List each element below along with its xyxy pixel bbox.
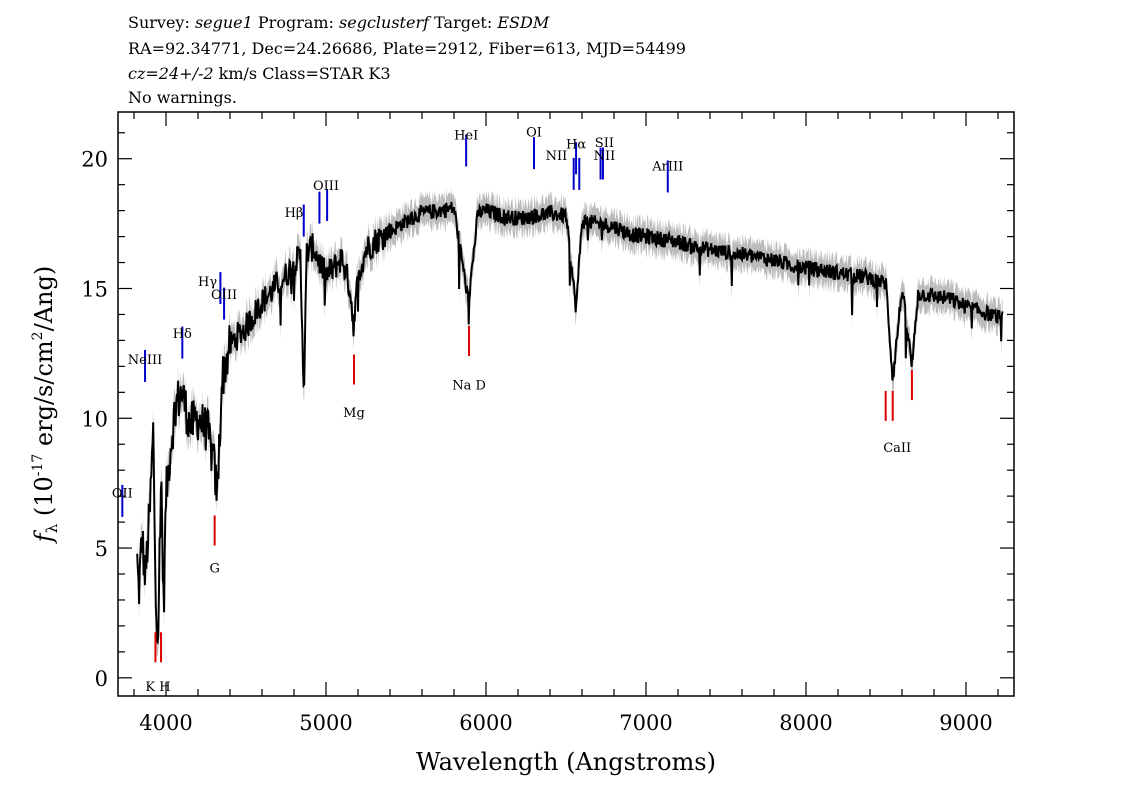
absorption-line-label: K H	[145, 680, 170, 695]
emission-line-label: Hδ	[173, 327, 192, 342]
x-tick-label: 8000	[779, 711, 832, 735]
emission-line-label: OIII	[313, 179, 339, 194]
x-axis-title: Wavelength (Angstroms)	[416, 748, 716, 776]
absorption-line-label: G	[209, 562, 219, 577]
absorption-line-label: CaII	[883, 441, 911, 456]
y-tick-label: 15	[81, 277, 108, 301]
plot-frame	[117, 111, 1015, 697]
emission-line-label: NeIII	[128, 353, 162, 368]
axis-ticks	[118, 112, 1014, 696]
y-tick-label: 0	[95, 667, 108, 691]
emission-line-label: SII	[595, 136, 614, 151]
emission-line-label: Hα	[566, 137, 586, 152]
y-axis-title: fλ (10-17 erg/s/cm2/Ang)	[30, 266, 61, 544]
emission-line-label: Hγ	[198, 275, 217, 290]
emission-line-label: NII	[546, 149, 568, 164]
emission-line-label: ArIII	[651, 159, 683, 174]
x-tick-labels: 4000 5000 6000 7000 8000 9000	[139, 711, 992, 735]
x-tick-label: 7000	[619, 711, 672, 735]
spectral-line-markers	[121, 134, 913, 663]
x-tick-label: 5000	[299, 711, 352, 735]
y-tick-label: 5	[95, 537, 108, 561]
header-line-1: Survey: segue1 Program: segclusterf Targ…	[128, 13, 550, 32]
y-tick-label: 20	[81, 148, 108, 172]
emission-line-label: NII	[594, 149, 616, 164]
emission-line-label: OIII	[211, 288, 237, 303]
absorption-line-label: Na D	[452, 379, 486, 394]
x-tick-label: 4000	[139, 711, 192, 735]
flux-line	[136, 201, 1004, 646]
flux-spectrum	[136, 201, 1004, 646]
header-line-2: RA=92.34771, Dec=24.26686, Plate=2912, F…	[128, 39, 686, 58]
absorption-line-label: Mg	[343, 406, 365, 421]
emission-line-label: Hβ	[285, 206, 304, 221]
header-line-4: No warnings.	[128, 88, 237, 107]
x-tick-label: 9000	[939, 711, 992, 735]
y-tick-labels: 0 5 10 15 20	[81, 148, 108, 691]
x-tick-label: 6000	[459, 711, 512, 735]
emission-line-label: OI	[526, 126, 542, 141]
y-tick-label: 10	[81, 407, 108, 431]
emission-line-label: OII	[112, 486, 133, 501]
header-line-3: cz=24+/-2 km/s Class=STAR K3	[128, 64, 391, 83]
emission-line-label: HeI	[454, 128, 478, 143]
